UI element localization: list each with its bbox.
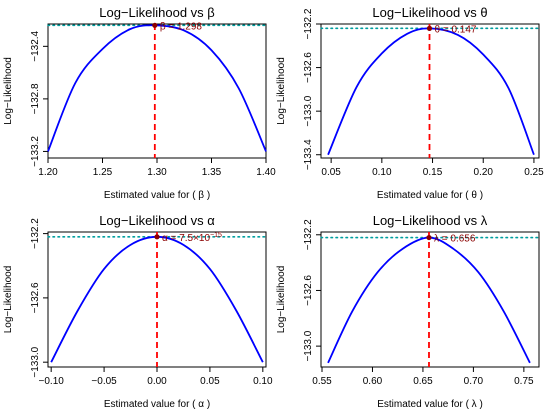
y-tick-label: −132.6: [30, 282, 41, 313]
estimate-annotation: θ = 0.147: [434, 24, 476, 35]
x-axis-label: Estimated value for ( λ ): [377, 399, 483, 410]
estimate-annotation-text: θ = 0.147: [434, 24, 476, 35]
x-tick-label: 0.00: [147, 376, 167, 387]
chart-panel-4: Log−Likelihood vs λ Estimated value for (…: [276, 213, 540, 410]
x-tick-label: 1.25: [93, 167, 113, 178]
x-tick-label: 0.25: [524, 167, 544, 178]
estimate-annotation: α = 7.5×10−15: [162, 232, 222, 244]
estimate-point: [152, 22, 158, 28]
plot-frame: [320, 231, 540, 368]
x-tick-label: 0.05: [200, 376, 220, 387]
estimate-annotation: λ = 0.656: [434, 234, 476, 245]
y-axis-label: Log−Likelihood: [3, 57, 14, 125]
chart-panel-2: Log−Likelihood vs θ Estimated value for (…: [276, 5, 544, 201]
chart-title: Log−Likelihood vs α: [99, 213, 215, 228]
x-tick-label: 0.55: [312, 376, 332, 387]
x-tick-label: 0.10: [253, 376, 273, 387]
y-axis-label: Log−Likelihood: [276, 266, 287, 334]
estimate-annotation-text: β = 1.298: [160, 21, 203, 32]
y-tick-label: −133.0: [303, 95, 314, 126]
y-tick-label: −132.2: [303, 8, 314, 39]
chart-title: Log−Likelihood vs θ: [372, 5, 487, 20]
x-tick-label: 0.70: [464, 376, 484, 387]
y-tick-label: −132.2: [303, 219, 314, 250]
y-tick-label: −132.8: [30, 83, 41, 114]
chart-panel-1: Log−Likelihood vs β Estimated value for (…: [3, 5, 276, 201]
estimate-point: [426, 234, 432, 241]
y-axis-label: Log−Likelihood: [276, 57, 287, 125]
x-tick-label: −0.05: [91, 376, 117, 387]
x-tick-label: 0.10: [372, 167, 392, 178]
x-axis-label: Estimated value for ( α ): [104, 399, 210, 410]
x-tick-label: 0.65: [413, 376, 433, 387]
estimate-annotation-text: α = 7.5×10: [162, 233, 210, 244]
loglik-curve: [327, 27, 535, 156]
plot-frame: [47, 23, 267, 159]
x-axis-label: Estimated value for ( θ ): [377, 190, 483, 201]
y-tick-label: −132.6: [303, 52, 314, 83]
estimate-point: [154, 234, 160, 240]
y-tick-label: −132.4: [30, 30, 41, 61]
estimate-point: [426, 25, 433, 31]
x-tick-label: 1.20: [38, 167, 58, 178]
chart-title: Log−Likelihood vs β: [99, 5, 215, 20]
x-tick-label: 0.05: [321, 167, 341, 178]
y-axis-label: Log−Likelihood: [3, 266, 14, 334]
loglik-curve: [47, 24, 267, 152]
x-tick-label: 1.30: [147, 167, 167, 178]
y-tick-label: −132.2: [30, 218, 41, 249]
x-tick-label: −0.10: [39, 376, 65, 387]
x-tick-label: 0.20: [473, 167, 493, 178]
x-axis-label: Estimated value for ( β ): [104, 190, 210, 201]
x-tick-label: 1.40: [256, 167, 276, 178]
estimate-annotation-exponent: −15: [210, 232, 222, 239]
x-tick-label: 0.60: [363, 376, 383, 387]
y-tick-label: −133.4: [303, 139, 314, 170]
y-tick-label: −132.6: [303, 275, 314, 306]
chart-panel-3: Log−Likelihood vs α Estimated value for (…: [3, 213, 273, 410]
y-tick-label: −133.0: [303, 330, 314, 361]
estimate-annotation-text: λ = 0.656: [434, 234, 476, 245]
x-tick-label: 0.15: [423, 167, 443, 178]
x-tick-label: 1.35: [202, 167, 222, 178]
y-tick-label: −133.2: [30, 136, 41, 167]
estimate-annotation: β = 1.298: [160, 21, 203, 32]
y-tick-label: −133.0: [30, 346, 41, 377]
chart-title: Log−Likelihood vs λ: [373, 213, 488, 228]
x-tick-label: 0.75: [514, 376, 534, 387]
